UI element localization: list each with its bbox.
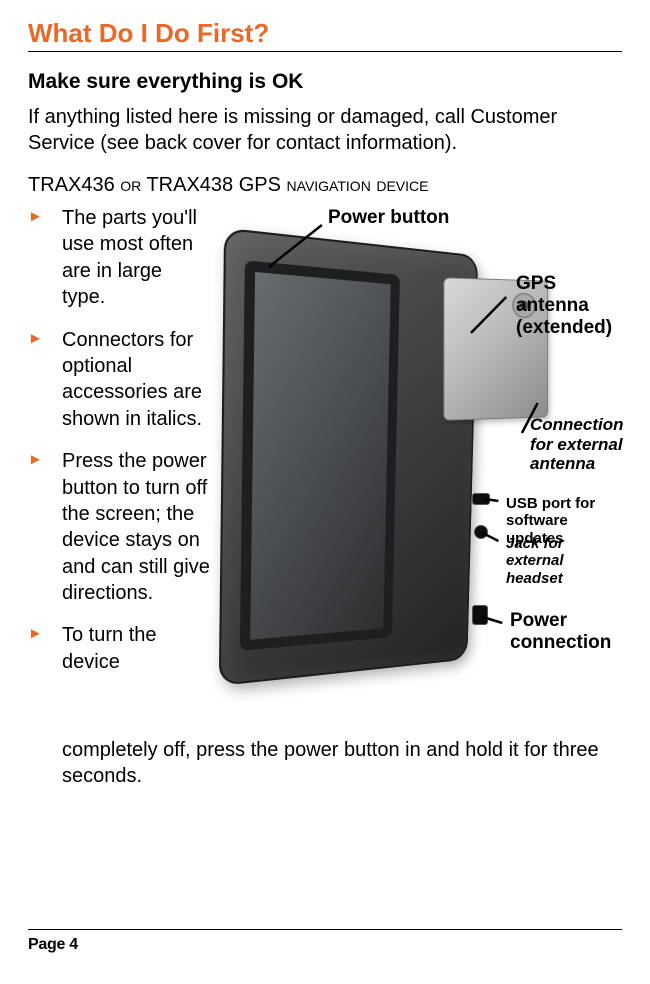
callout-power-button: Power button: [328, 207, 449, 229]
jack-l2: headset: [506, 570, 563, 587]
power-port: [472, 605, 488, 625]
device-diagram: Power button GPS antenna (extended) Conn…: [210, 205, 622, 745]
or-word: or: [120, 174, 141, 196]
extant-l1: Connection: [530, 415, 624, 434]
device-body: [219, 228, 478, 686]
extant-l2: for external: [530, 435, 623, 454]
nav-word: navigation device: [287, 174, 429, 196]
list-item: Connectors for optional accessories are …: [28, 327, 210, 433]
callout-gps-antenna: GPS antenna (extended): [516, 273, 622, 339]
intro-paragraph: If anything listed here is missing or da…: [28, 104, 622, 156]
content-wrap: The parts you'll use most often are in l…: [28, 205, 622, 745]
model-a: TRAX436: [28, 174, 120, 196]
callout-headset-jack: Jack for external headset: [506, 535, 622, 587]
device-model-line: TRAX436 or TRAX438 GPS navigation device: [28, 174, 622, 197]
bullet-text: completely off, press the power button i…: [62, 739, 599, 787]
page-title: What Do I Do First?: [28, 18, 622, 52]
subheading: Make sure everything is OK: [28, 70, 622, 94]
device-screen: [240, 260, 400, 651]
model-b: TRAX438 GPS: [141, 174, 286, 196]
pc-l1: Power: [510, 610, 567, 631]
usb-l1: USB port for: [506, 495, 595, 512]
headset-jack: [474, 525, 488, 539]
extant-l3: antenna: [530, 454, 595, 473]
list-item: To turn the device: [28, 622, 210, 675]
callout-power-connection: Power connection: [510, 610, 611, 654]
jack-l1: Jack for external: [506, 535, 564, 569]
callout-external-antenna: Connection for external antenna: [530, 415, 624, 474]
bullet-column: The parts you'll use most often are in l…: [28, 205, 210, 691]
pc-l2: connection: [510, 632, 611, 653]
page-footer: Page 4: [28, 929, 622, 954]
list-item: The parts you'll use most often are in l…: [28, 205, 210, 311]
gps-line2: (extended): [516, 317, 612, 338]
list-item: Press the power button to turn off the s…: [28, 448, 210, 606]
usb-port: [472, 493, 490, 505]
bullet-list: The parts you'll use most often are in l…: [28, 205, 210, 675]
gps-line1: GPS antenna: [516, 273, 589, 316]
page-number: Page 4: [28, 936, 78, 953]
last-bullet-continuation: completely off, press the power button i…: [28, 737, 622, 790]
